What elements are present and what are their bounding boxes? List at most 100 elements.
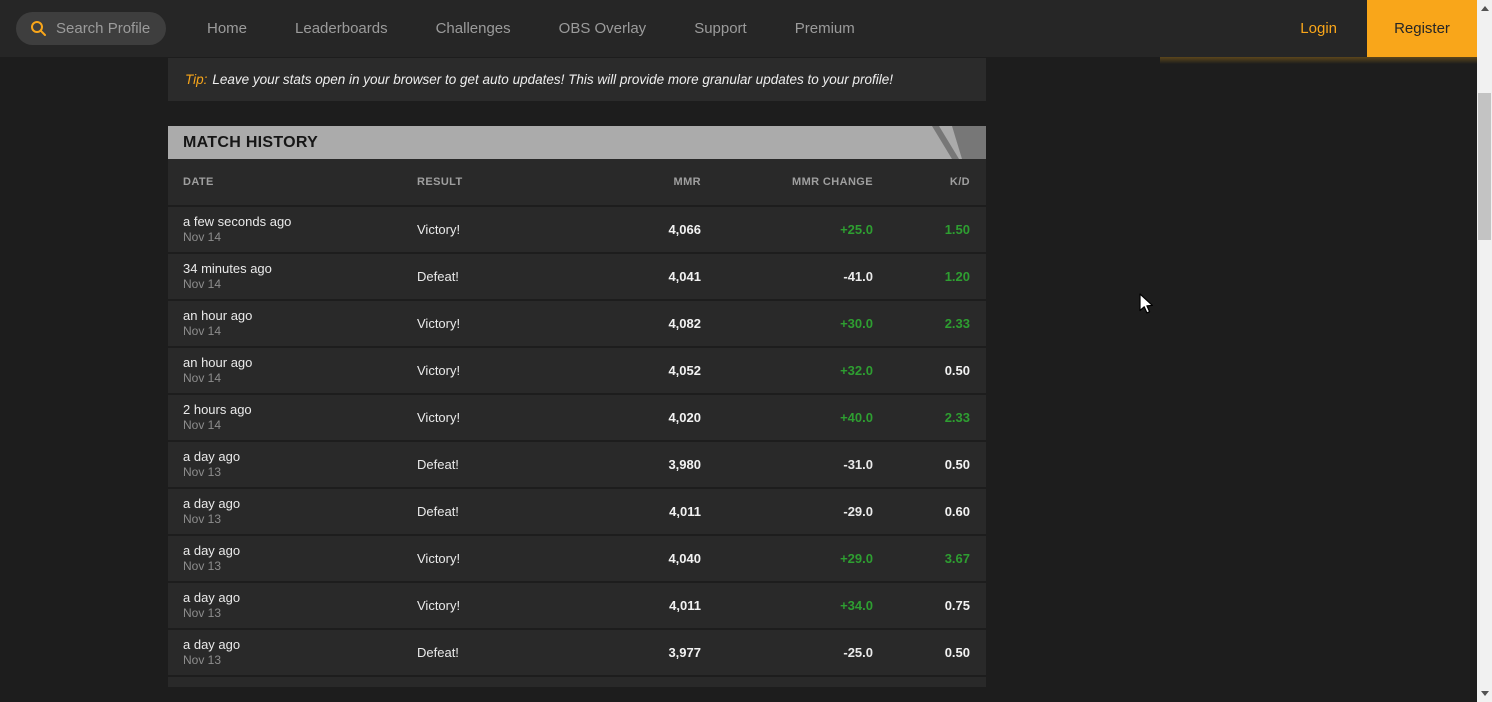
table-row[interactable]: a day ago Nov 13 Defeat! 3,980 -31.0 0.50 <box>168 440 986 487</box>
match-time-ago: an hour ago <box>183 355 253 370</box>
search-icon <box>31 21 46 36</box>
match-date-cell: a day ago Nov 13 <box>183 637 417 668</box>
match-kd: 3.67 <box>944 551 970 566</box>
match-mmr-change: -25.0 <box>843 645 873 660</box>
column-header-mmr-change: MMR CHANGE <box>792 176 873 188</box>
match-history-panel: MATCH HISTORY DATE RESULT MMR MMR CHANGE K/D… <box>168 126 986 687</box>
match-result: Defeat! <box>417 457 459 472</box>
tip-text: Leave your stats open in your browser to… <box>212 72 894 87</box>
column-header-result: RESULT <box>417 176 463 188</box>
match-time-ago: 34 minutes ago <box>183 261 272 276</box>
match-kd: 1.50 <box>944 222 970 237</box>
column-header-k-d: K/D <box>949 176 970 188</box>
table-header-row: DATE RESULT MMR MMR CHANGE K/D <box>168 159 986 205</box>
table-row[interactable]: an hour ago Nov 14 Victory! 4,082 +30.0 2.33 <box>168 299 986 346</box>
match-mmr: 4,066 <box>668 222 701 237</box>
column-header-date: DATE <box>183 176 214 188</box>
match-mmr-change: +25.0 <box>840 222 873 237</box>
match-time-ago: an hour ago <box>183 308 253 323</box>
scrollbar-down-arrow-icon[interactable] <box>1477 686 1492 702</box>
top-nav: Search Profile Home Leaderboards Challenge… <box>0 0 1477 57</box>
match-date: Nov 14 <box>183 277 222 291</box>
scrollbar-thumb[interactable] <box>1478 93 1491 240</box>
table-body: a few seconds ago Nov 14 Victory! 4,066 +25.… <box>168 205 986 675</box>
match-mmr: 4,011 <box>669 504 701 519</box>
login-link[interactable]: Login <box>1300 20 1337 37</box>
match-time-ago: a day ago <box>183 590 241 605</box>
table-row-partial <box>168 675 986 687</box>
table-row[interactable]: a day ago Nov 13 Victory! 4,011 +34.0 0.75 <box>168 581 986 628</box>
main-menu: Home Leaderboards Challenges OBS Overlay Sup… <box>183 0 879 57</box>
register-button-glow <box>1160 57 1477 64</box>
match-mmr: 4,052 <box>668 363 701 378</box>
match-date-cell: an hour ago Nov 14 <box>183 308 417 339</box>
match-mmr: 4,041 <box>668 269 701 284</box>
match-date-cell: a day ago Nov 13 <box>183 449 417 480</box>
match-kd: 2.33 <box>944 316 970 331</box>
match-result: Defeat! <box>417 504 459 519</box>
match-time-ago: a few seconds ago <box>183 214 292 229</box>
table-row[interactable]: a day ago Nov 13 Defeat! 3,977 -25.0 0.50 <box>168 628 986 675</box>
match-result: Victory! <box>417 363 461 378</box>
match-date-cell: a day ago Nov 13 <box>183 590 417 621</box>
match-mmr: 4,040 <box>668 551 701 566</box>
table-row[interactable]: a day ago Nov 13 Victory! 4,040 +29.0 3.67 <box>168 534 986 581</box>
match-result: Victory! <box>417 598 461 613</box>
match-mmr: 3,980 <box>668 457 701 472</box>
nav-item-home[interactable]: Home <box>207 20 248 37</box>
match-mmr: 4,020 <box>668 410 701 425</box>
nav-item-challenges[interactable]: Challenges <box>435 20 511 37</box>
table-row[interactable]: 2 hours ago Nov 14 Victory! 4,020 +40.0 2.33 <box>168 393 986 440</box>
match-result: Victory! <box>417 551 461 566</box>
table-row[interactable]: a day ago Nov 13 Defeat! 4,011 -29.0 0.60 <box>168 487 986 534</box>
tip-banner: Tip: Leave your stats open in your brows… <box>168 58 986 101</box>
match-mmr-change: +29.0 <box>840 551 873 566</box>
table-row[interactable]: 34 minutes ago Nov 14 Defeat! 4,041 -41.0 1.2… <box>168 252 986 299</box>
match-date: Nov 14 <box>183 230 222 244</box>
match-kd: 0.50 <box>944 457 970 472</box>
match-date-cell: a day ago Nov 13 <box>183 496 417 527</box>
match-date: Nov 13 <box>183 559 222 573</box>
match-time-ago: a day ago <box>183 496 241 511</box>
match-mmr-change: +34.0 <box>840 598 873 613</box>
match-result: Defeat! <box>417 269 459 284</box>
match-date-cell: a few seconds ago Nov 14 <box>183 214 417 245</box>
match-time-ago: 2 hours ago <box>183 402 252 417</box>
match-kd: 1.20 <box>944 269 970 284</box>
match-date: Nov 13 <box>183 512 222 526</box>
scrollbar-up-arrow-icon[interactable] <box>1477 0 1492 16</box>
match-date-cell: a day ago Nov 13 <box>183 543 417 574</box>
table-row[interactable]: a few seconds ago Nov 14 Victory! 4,066 +25.… <box>168 205 986 252</box>
search-input[interactable]: Search Profile <box>16 12 166 45</box>
content-column: Tip: Leave your stats open in your brows… <box>168 57 986 687</box>
match-date: Nov 14 <box>183 324 222 338</box>
match-kd: 0.50 <box>944 363 970 378</box>
match-mmr-change: +30.0 <box>840 316 873 331</box>
match-date-cell: 34 minutes ago Nov 14 <box>183 261 417 292</box>
match-date: Nov 14 <box>183 418 222 432</box>
column-header-mmr: MMR <box>673 176 701 188</box>
match-mmr-change: -31.0 <box>843 457 873 472</box>
scrollbar[interactable] <box>1477 0 1492 702</box>
match-date: Nov 13 <box>183 606 222 620</box>
match-kd: 0.60 <box>944 504 970 519</box>
match-result: Victory! <box>417 222 461 237</box>
match-result: Victory! <box>417 316 461 331</box>
match-time-ago: a day ago <box>183 449 241 464</box>
match-mmr-change: -29.0 <box>843 504 873 519</box>
nav-item-obs-overlay[interactable]: OBS Overlay <box>558 20 647 37</box>
nav-item-support[interactable]: Support <box>694 20 747 37</box>
match-result: Defeat! <box>417 645 459 660</box>
match-kd: 0.50 <box>944 645 970 660</box>
match-result: Victory! <box>417 410 461 425</box>
nav-item-premium[interactable]: Premium <box>794 20 855 37</box>
match-mmr-change: +40.0 <box>840 410 873 425</box>
match-date-cell: 2 hours ago Nov 14 <box>183 402 417 433</box>
match-mmr-change: -41.0 <box>843 269 873 284</box>
table-row[interactable]: an hour ago Nov 14 Victory! 4,052 +32.0 0.50 <box>168 346 986 393</box>
nav-item-leaderboards[interactable]: Leaderboards <box>295 20 388 37</box>
match-date-cell: an hour ago Nov 14 <box>183 355 417 386</box>
register-button[interactable]: Register <box>1367 0 1477 57</box>
panel-title: MATCH HISTORY <box>183 134 319 151</box>
